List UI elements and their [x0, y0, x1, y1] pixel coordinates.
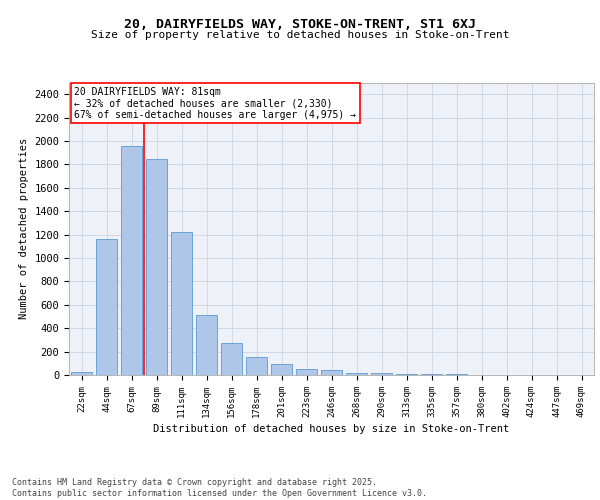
Bar [346, 372, 367, 375]
Text: 20 DAIRYFIELDS WAY: 81sqm
← 32% of detached houses are smaller (2,330)
67% of se: 20 DAIRYFIELDS WAY: 81sqm ← 32% of detac… [74, 87, 356, 120]
Bar [321, 370, 342, 375]
Bar [296, 370, 317, 375]
Bar [221, 344, 242, 375]
Bar [96, 240, 117, 375]
Bar [246, 357, 267, 375]
Text: 20, DAIRYFIELDS WAY, STOKE-ON-TRENT, ST1 6XJ: 20, DAIRYFIELDS WAY, STOKE-ON-TRENT, ST1… [124, 18, 476, 30]
Bar [446, 374, 467, 375]
X-axis label: Distribution of detached houses by size in Stoke-on-Trent: Distribution of detached houses by size … [154, 424, 509, 434]
Bar [371, 373, 392, 375]
Bar [271, 364, 292, 375]
Bar [396, 374, 417, 375]
Text: Size of property relative to detached houses in Stoke-on-Trent: Size of property relative to detached ho… [91, 30, 509, 40]
Text: Contains HM Land Registry data © Crown copyright and database right 2025.
Contai: Contains HM Land Registry data © Crown c… [12, 478, 427, 498]
Bar [146, 158, 167, 375]
Bar [71, 372, 92, 375]
Y-axis label: Number of detached properties: Number of detached properties [19, 138, 29, 320]
Bar [421, 374, 442, 375]
Bar [171, 232, 192, 375]
Bar [121, 146, 142, 375]
Bar [196, 316, 217, 375]
